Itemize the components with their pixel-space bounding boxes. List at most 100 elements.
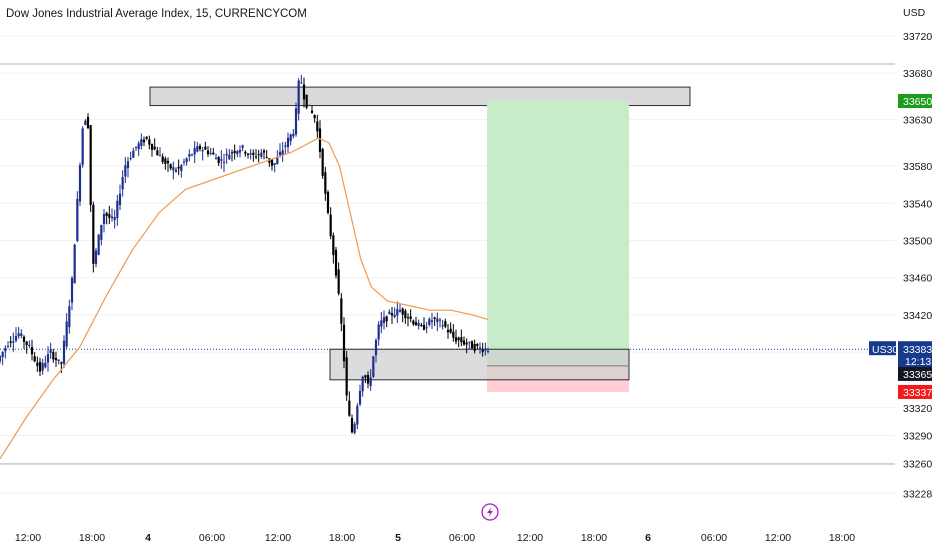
candles <box>0 74 490 435</box>
lightning-icon[interactable] <box>481 503 499 521</box>
candle-body <box>393 314 396 317</box>
candle-body <box>428 318 431 325</box>
candle-body <box>78 165 82 202</box>
candle-body <box>102 213 106 224</box>
candle-body <box>310 110 314 113</box>
symbol-label-text: US30 <box>872 344 898 356</box>
candle-body <box>396 308 399 316</box>
candle-body <box>137 143 140 150</box>
candle-body <box>204 146 207 150</box>
price-label-target <box>898 94 932 109</box>
price-label-current <box>898 341 932 370</box>
price-label-entry-value: 33365 <box>903 369 932 381</box>
candle-body <box>174 170 178 172</box>
candle-body <box>126 161 130 169</box>
candle-body <box>185 158 188 162</box>
candle-body <box>438 319 442 321</box>
candle-body <box>417 322 420 326</box>
x-tick-label: 12:00 <box>265 532 291 544</box>
candle-body <box>86 117 90 129</box>
candle-body <box>294 108 298 135</box>
candle-body <box>350 418 354 433</box>
candle-body <box>193 148 196 155</box>
candle-body <box>326 192 330 213</box>
candle-body <box>353 423 356 433</box>
candle-body <box>409 316 412 319</box>
plot-background <box>0 0 895 520</box>
candle-body <box>156 150 159 156</box>
candle-body <box>188 154 191 157</box>
candle-body <box>476 343 479 346</box>
candle-body <box>422 324 426 330</box>
symbol-label <box>869 341 896 356</box>
candle-body <box>425 327 428 329</box>
x-tick-label: 06:00 <box>199 532 225 544</box>
candle-body <box>217 156 220 164</box>
candle-body <box>412 320 415 325</box>
candle-body <box>46 354 50 363</box>
candle-body <box>457 337 460 341</box>
candle-body <box>196 146 199 152</box>
x-tick-label: 4 <box>145 532 151 544</box>
candle-body <box>305 94 308 108</box>
candle-body <box>108 214 111 218</box>
candle-body <box>201 150 204 152</box>
candle-body <box>28 344 31 347</box>
candle-body <box>302 84 306 100</box>
y-tick-label: 33540 <box>903 198 932 210</box>
currency-label: USD <box>903 7 926 19</box>
target-zone <box>487 101 629 366</box>
x-tick-label: 12:00 <box>15 532 41 544</box>
candle-body <box>345 357 348 396</box>
candle-body <box>158 155 162 157</box>
candle-body <box>244 151 247 154</box>
candle-body <box>17 333 20 337</box>
y-tick-label: 33260 <box>903 459 932 471</box>
candle-body <box>124 165 127 177</box>
candle-body <box>404 310 407 319</box>
candle-body <box>284 145 287 147</box>
x-tick-label: 18:00 <box>581 532 607 544</box>
candle-body <box>342 324 346 362</box>
candle-body <box>25 341 28 346</box>
candle-body <box>49 349 52 353</box>
candle-body <box>140 139 143 146</box>
candle-body <box>220 159 223 161</box>
candle-body <box>406 317 410 319</box>
candle-body <box>110 216 114 219</box>
candle-body <box>92 204 95 264</box>
y-tick-label: 33320 <box>903 403 932 415</box>
candle-body <box>356 405 359 425</box>
candle-body <box>380 320 383 327</box>
candle-body <box>65 321 68 347</box>
candle-body <box>222 161 226 163</box>
candle-body <box>369 377 372 386</box>
candle-body <box>182 161 186 163</box>
candle-body <box>214 157 218 160</box>
candle-body <box>436 318 439 323</box>
candle-body <box>318 128 322 152</box>
candle-body <box>62 340 66 364</box>
candle-body <box>452 331 455 338</box>
candle-body <box>372 356 375 377</box>
candle-body <box>129 158 132 160</box>
candle-body <box>36 362 39 366</box>
candle-body <box>20 333 23 336</box>
candle-body <box>308 104 311 106</box>
y-tick-label: 33460 <box>903 273 932 285</box>
candle-body <box>172 167 175 171</box>
candle-body <box>292 133 295 137</box>
y-tick-label: 33580 <box>903 161 932 173</box>
support-box <box>329 348 630 381</box>
candle-body <box>398 310 402 312</box>
candle-body <box>209 152 212 154</box>
candle-body <box>132 150 135 158</box>
candle-body <box>116 200 119 219</box>
candle-body <box>177 166 180 169</box>
candle-body <box>252 152 255 155</box>
candle-body <box>60 362 63 364</box>
candle-body <box>486 351 490 353</box>
candle-body <box>142 139 146 143</box>
